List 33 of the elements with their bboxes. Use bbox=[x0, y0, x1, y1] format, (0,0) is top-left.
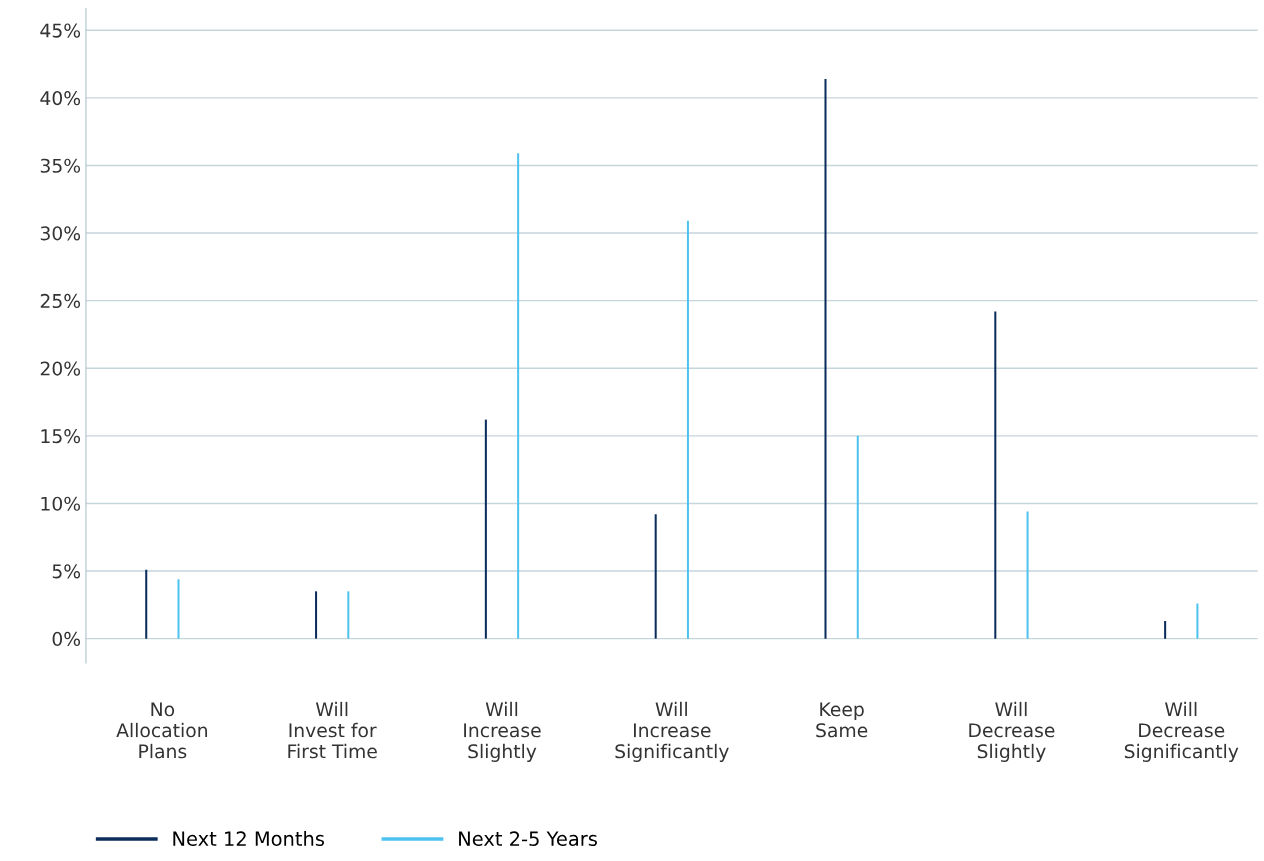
y-tick-label: 45% bbox=[40, 23, 81, 38]
bar bbox=[1164, 621, 1167, 639]
bar bbox=[177, 579, 180, 639]
y-tick-label: 35% bbox=[40, 158, 81, 173]
bar bbox=[856, 435, 859, 639]
x-tick-label: Keep Same bbox=[816, 702, 868, 738]
bar bbox=[315, 591, 318, 639]
x-tick-label: No Allocation Plans bbox=[116, 702, 207, 759]
bar bbox=[1196, 603, 1199, 639]
bar bbox=[145, 569, 148, 639]
y-tick-label: 30% bbox=[40, 226, 81, 241]
y-tick-label: 15% bbox=[41, 429, 81, 444]
legend-label: Next 2-5 Years bbox=[459, 831, 597, 847]
x-tick-label: Will Invest for First Time bbox=[288, 701, 377, 759]
bar bbox=[1026, 511, 1029, 639]
y-tick-label: 25% bbox=[40, 293, 81, 309]
y-tick-label: 5% bbox=[52, 564, 81, 579]
y-tick-label: 10% bbox=[41, 496, 81, 511]
x-tick-label: Will Decrease Significantly bbox=[1124, 701, 1239, 762]
bar bbox=[994, 311, 997, 639]
x-tick-label: Will Increase Significantly bbox=[615, 701, 729, 762]
x-tick-label: Will Increase Slightly bbox=[464, 701, 541, 762]
bar bbox=[347, 591, 350, 639]
bar bbox=[484, 419, 487, 639]
bar bbox=[686, 220, 689, 639]
y-tick-label: 0% bbox=[52, 631, 81, 647]
y-tick-label: 40% bbox=[40, 91, 81, 106]
x-tick-label: Will Decrease Slightly bbox=[969, 701, 1055, 762]
bar bbox=[517, 153, 520, 639]
y-tick-label: 20% bbox=[40, 361, 81, 376]
legend-label: Next 12 Months bbox=[173, 830, 325, 847]
bar bbox=[654, 514, 657, 639]
bar bbox=[824, 78, 827, 639]
